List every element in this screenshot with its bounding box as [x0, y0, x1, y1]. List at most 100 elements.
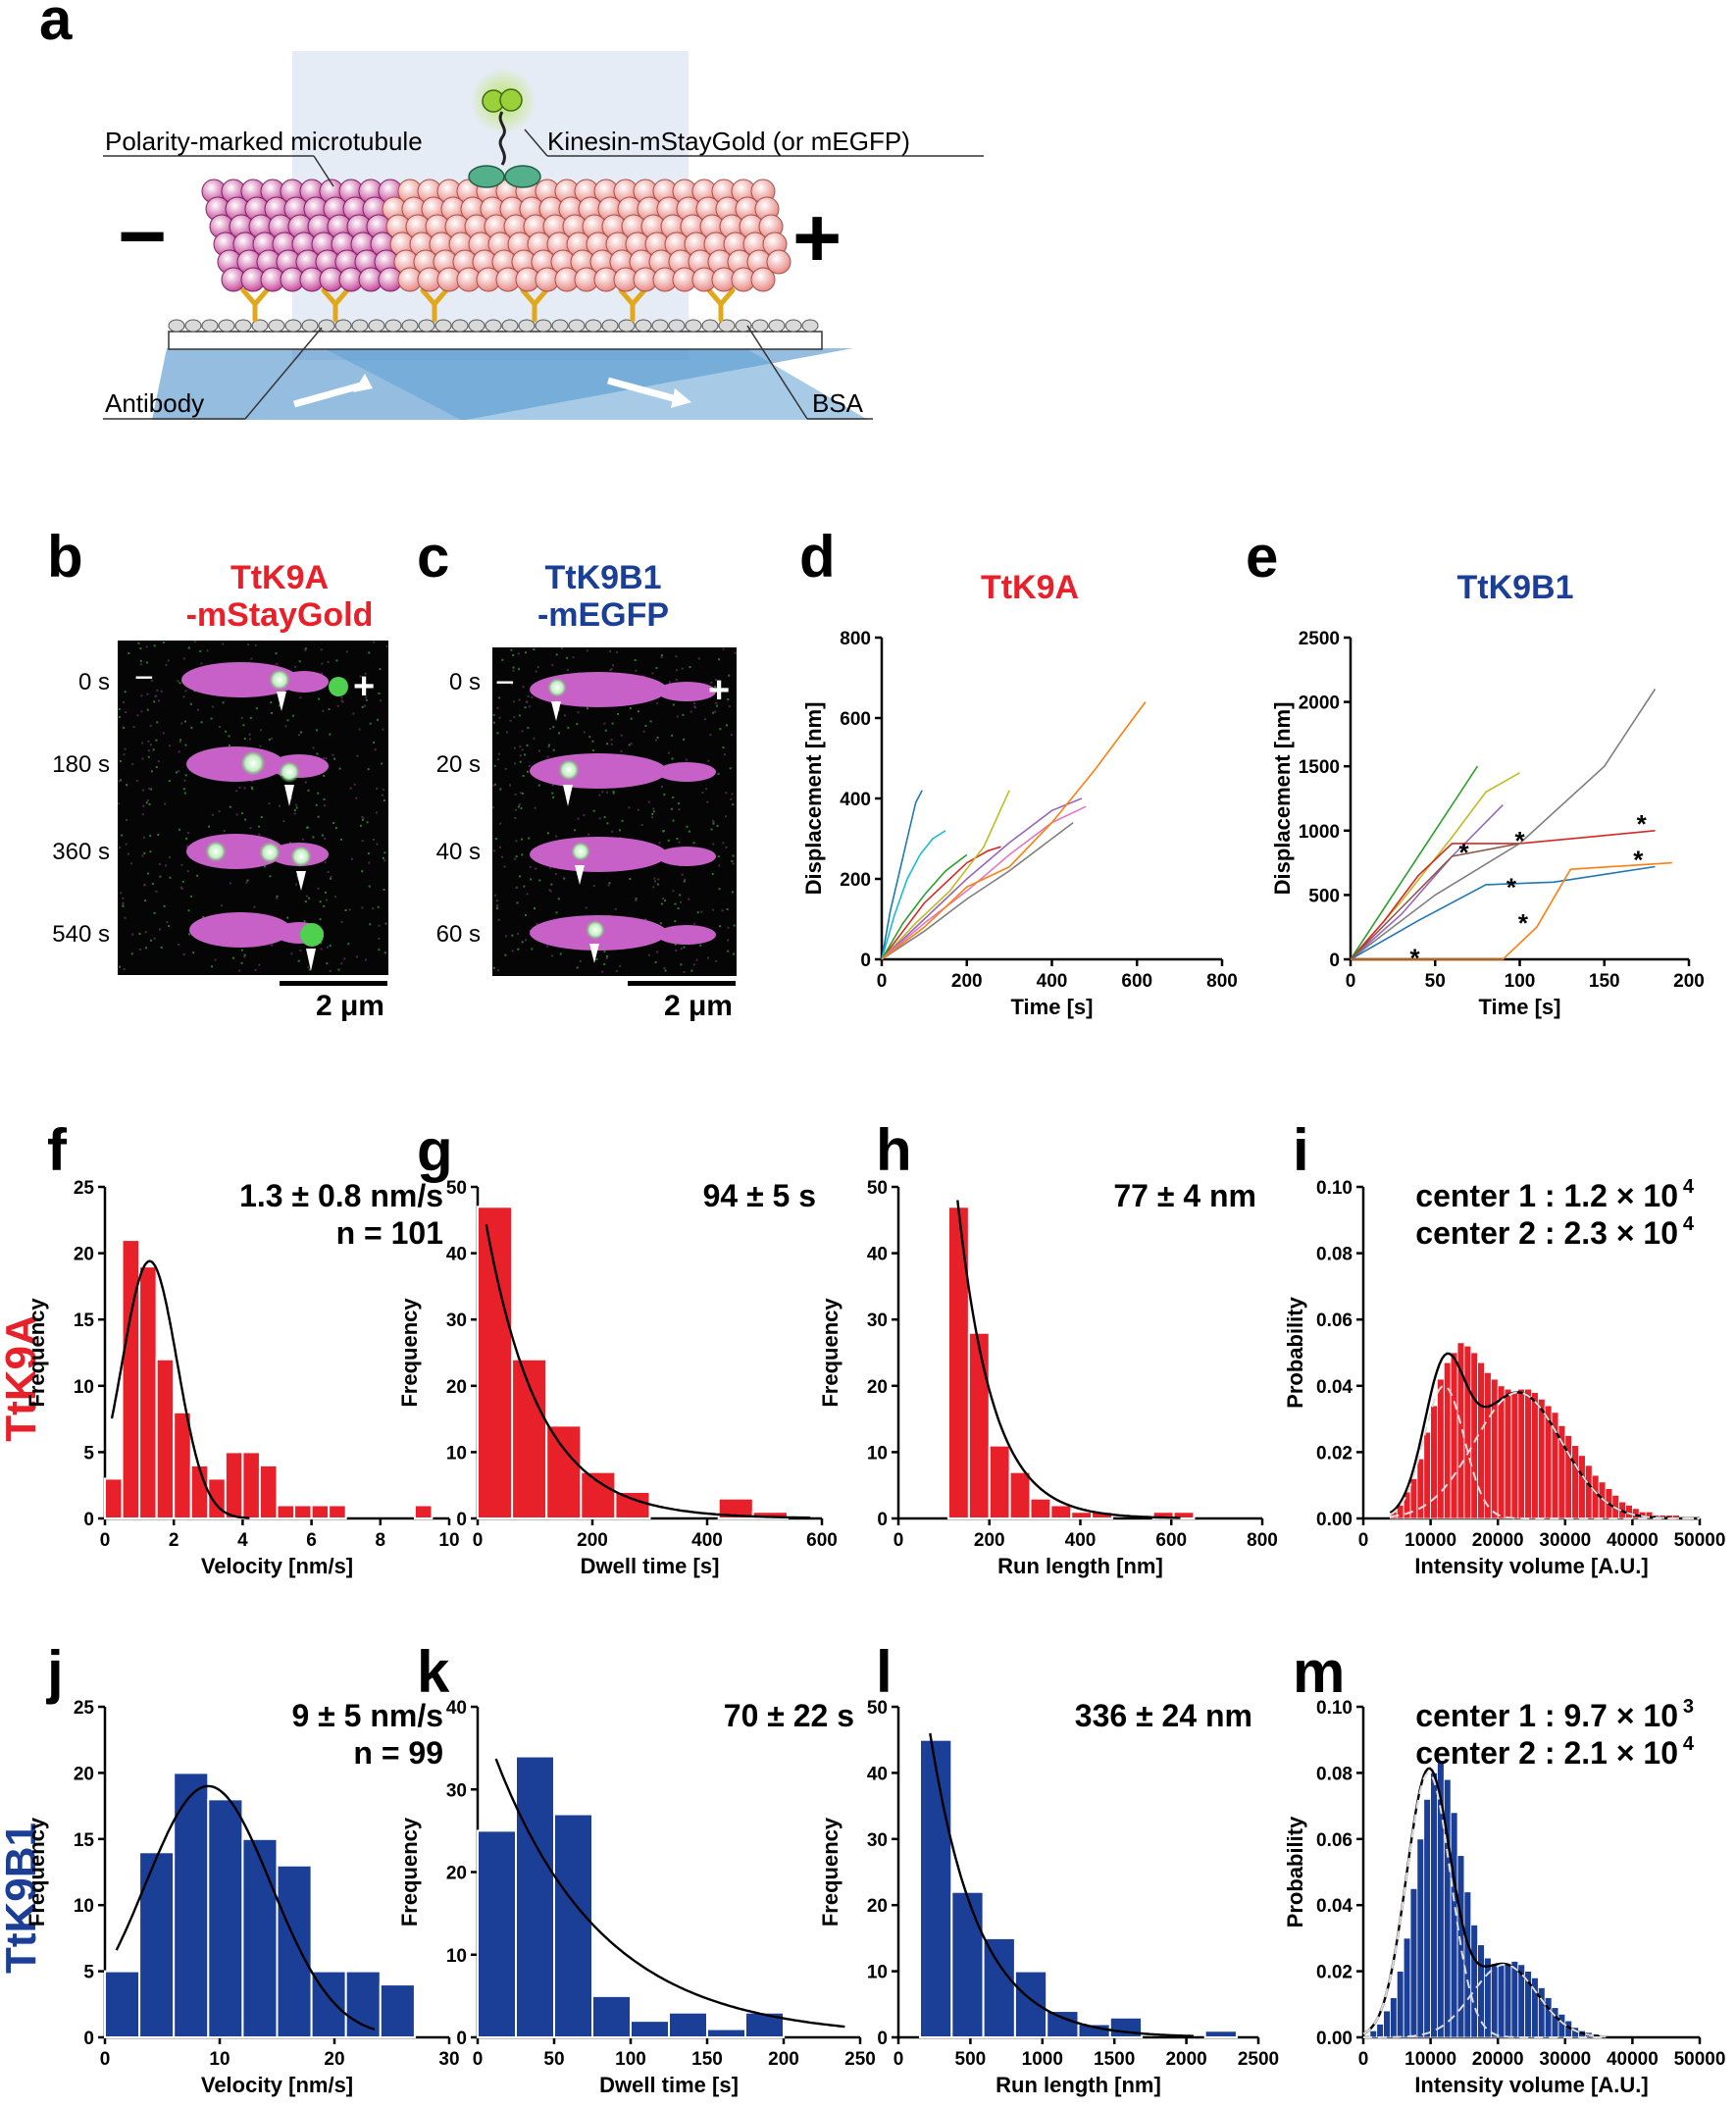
y-tick-label: 0: [877, 1510, 888, 1530]
minus-end-label: −: [118, 189, 167, 283]
y-tick-label: 30: [446, 1780, 467, 1801]
y-tick-label: 30: [867, 1310, 888, 1331]
bar: [1403, 1937, 1411, 2038]
bsa-molecule: [284, 319, 302, 333]
bar: [121, 1239, 141, 1519]
x-tick-label: 20000: [1472, 2049, 1524, 2070]
x-tick-label: 200: [577, 1530, 608, 1551]
panel-letter-j: j: [46, 1639, 64, 1705]
panel-letter-k: k: [417, 1639, 450, 1705]
bar: [1578, 1455, 1586, 1519]
bsa-molecule: [768, 319, 786, 333]
x-axis-label: Time [s]: [1011, 995, 1094, 1019]
annotation-0: 70 ± 22 s: [724, 1698, 854, 1733]
bar: [553, 1813, 593, 2039]
trace-line-trace7: [881, 805, 1087, 960]
bsa-molecule: [618, 319, 636, 333]
bar: [1409, 1887, 1418, 2038]
panel-letter-c: c: [417, 524, 449, 590]
bsa-molecule: [751, 319, 769, 333]
bar: [1490, 1378, 1499, 1519]
x-tick-label: 0: [100, 1530, 111, 1551]
y-tick-label: 0.06: [1316, 1310, 1353, 1331]
arrowhead-right-icon: [671, 388, 691, 408]
y-tick-label: 0.06: [1316, 1830, 1353, 1851]
bar: [104, 1970, 141, 2038]
x-tick-label: 800: [1247, 1530, 1278, 1551]
antibody-icon: [520, 287, 549, 323]
bsa-molecule: [701, 319, 719, 333]
bar: [950, 1890, 985, 2038]
bsa-molecule: [201, 319, 219, 333]
fit-component: [1362, 1772, 1606, 2038]
chart-h: 0 200 400 600 800 0 10 20 30 40 50 Run length [nm] F…: [818, 1178, 1278, 1578]
bar: [1376, 2024, 1384, 2038]
annotation-1: n = 101: [336, 1215, 443, 1251]
arrow-left-icon: [293, 382, 362, 408]
frame-c-0: [530, 672, 716, 721]
y-tick-label: 50: [867, 1178, 888, 1199]
bar: [1046, 2010, 1080, 2039]
time-b-3: 540 s: [52, 921, 110, 948]
trace-line-t4: [1350, 830, 1656, 960]
annotation-1: center 2 : 2.1 × 10: [1415, 1735, 1678, 1771]
y-tick-label: 200: [840, 870, 871, 891]
arrowhead-left-icon: [353, 374, 373, 392]
y-tick-label: 10: [867, 1963, 888, 1983]
bar: [919, 1738, 953, 2038]
x-axis-label: Velocity [nm/s]: [201, 2073, 353, 2097]
y-tick-label: 40: [446, 1245, 467, 1265]
x-tick-label: 0: [473, 1530, 484, 1551]
bar: [310, 1504, 331, 1519]
bar: [1443, 1362, 1452, 1519]
bsa-molecule: [485, 319, 502, 333]
bar: [1450, 1812, 1458, 2038]
bar: [1390, 1997, 1398, 2038]
y-tick-label: 20: [867, 1377, 888, 1398]
label-kinesin: Kinesin-mStayGold (or mEGFP): [547, 127, 910, 156]
frame-c-2: [530, 837, 716, 885]
x-tick-label: 600: [1121, 971, 1152, 992]
frame-b-2: [186, 834, 329, 891]
x-tick-label: 40000: [1607, 1530, 1659, 1551]
y-tick-label: 40: [867, 1764, 888, 1784]
chart-i: 0 10000 20000 30000 40000 50000 0.00 0.02 0.04 0.…: [1283, 1176, 1725, 1578]
fit-curve: [115, 1784, 376, 2031]
y-tick-label: 10: [446, 1946, 467, 1967]
bsa-molecule: [518, 319, 536, 333]
x-tick-label: 50000: [1674, 2049, 1726, 2070]
label-antibody: Antibody: [105, 388, 204, 418]
panel-letter-d: d: [799, 524, 836, 590]
x-tick-label: 30: [438, 2049, 459, 2070]
chart-l: 0 500 1000 1500 2000 2500 0 10 20 30 40 50 Run lengt…: [818, 1698, 1279, 2097]
annotation-0: 1.3 ± 0.8 nm/s: [239, 1178, 443, 1213]
bar: [1369, 2030, 1378, 2038]
bar: [155, 1358, 176, 1520]
panel-c: c TtK9B1 -mEGFP − + 0 s 20 s 40 s: [417, 524, 737, 1022]
bar: [1524, 1388, 1532, 1519]
bsa-molecule: [601, 319, 619, 333]
fit-curve: [485, 1224, 811, 1519]
y-tick-label: 30: [446, 1310, 467, 1331]
chart-m: 0 10000 20000 30000 40000 50000 0.00 0.02 0.04 0.…: [1283, 1696, 1725, 2097]
bar: [1423, 1798, 1431, 2038]
bar: [1430, 1773, 1438, 2038]
x-tick-label: 0: [1346, 971, 1356, 992]
bar: [224, 1451, 244, 1520]
bsa-molecule: [568, 319, 586, 333]
bar: [1584, 1465, 1593, 1519]
x-tick-label: 250: [844, 2049, 876, 2070]
bar: [751, 1511, 789, 1519]
x-tick-label: 0: [100, 2049, 111, 2070]
bsa-molecule: [168, 319, 185, 333]
annotation-exponent-0: 4: [1683, 1176, 1695, 1198]
x-tick-label: 200: [974, 1530, 1005, 1551]
arrowhead-icon: [575, 865, 585, 885]
x-tick-label: 20: [324, 2049, 344, 2070]
y-tick-label: 2000: [1299, 694, 1340, 714]
annotation-0: 77 ± 4 nm: [1113, 1178, 1256, 1213]
x-tick-label: 200: [768, 2049, 799, 2070]
y-tick-label: 500: [1308, 886, 1340, 906]
x-tick-label: 1000: [1022, 2049, 1063, 2070]
